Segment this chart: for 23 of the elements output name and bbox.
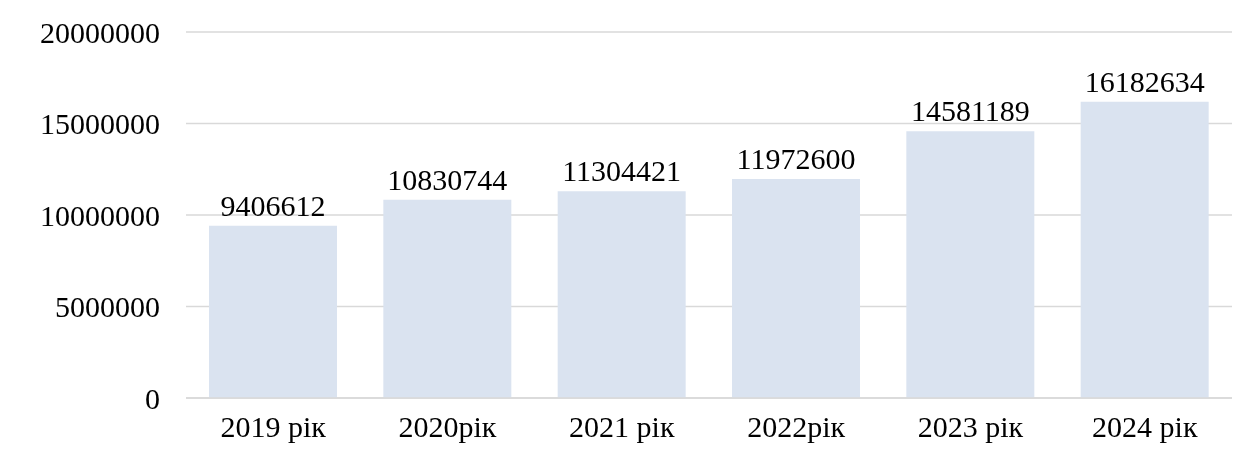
data-label: 14581189: [910, 94, 1030, 128]
x-tick-label: 2020рік: [398, 410, 497, 444]
y-tick-label: 20000000: [40, 15, 160, 49]
y-tick-label: 5000000: [55, 290, 160, 324]
x-tick-label: 2019 рік: [220, 410, 327, 444]
bar: [557, 191, 686, 398]
bar: [906, 131, 1035, 398]
data-label: 11972600: [736, 141, 856, 175]
data-label: 10830744: [387, 162, 508, 196]
x-tick-label: 2023 рік: [917, 410, 1024, 444]
data-label: 16182634: [1084, 64, 1205, 98]
data-label: 11304421: [562, 154, 682, 188]
y-tick-label: 10000000: [40, 198, 160, 232]
x-tick-label: 2021 рік: [569, 410, 675, 444]
bar: [1080, 101, 1209, 398]
bar: [209, 225, 337, 398]
bar: [383, 199, 512, 398]
data-label: 9406612: [220, 188, 326, 222]
y-tick-label: 0: [145, 381, 160, 415]
y-tick-label: 15000000: [40, 107, 160, 141]
x-tick-label: 2024 рік: [1092, 410, 1198, 444]
x-tick-label: 2022рік: [747, 410, 846, 444]
bar: [732, 178, 860, 398]
